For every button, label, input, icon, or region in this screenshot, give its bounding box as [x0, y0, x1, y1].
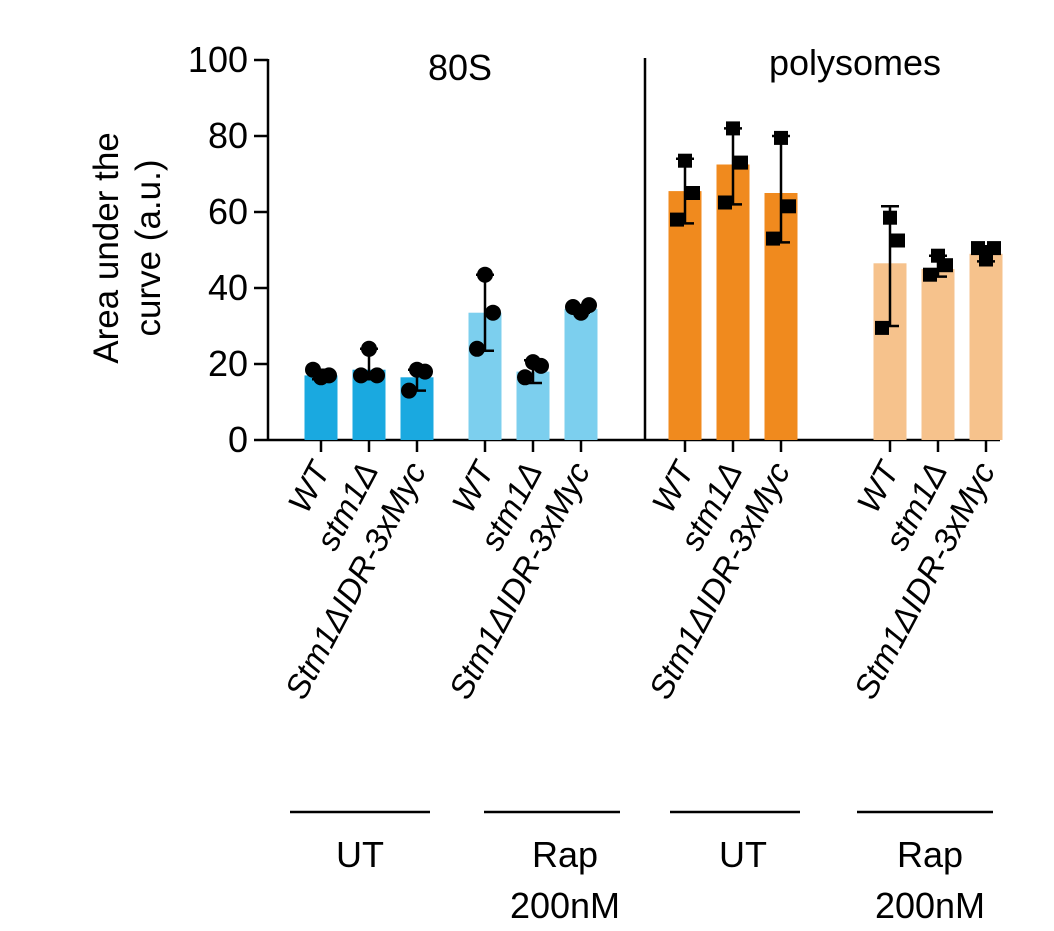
bar	[304, 375, 338, 440]
data-point	[766, 231, 780, 246]
data-point	[718, 195, 732, 210]
data-point	[891, 233, 905, 248]
group-label: UT	[336, 834, 384, 875]
group-label: Rap	[532, 834, 598, 875]
data-point	[774, 130, 788, 145]
bar	[921, 269, 955, 440]
data-point	[979, 252, 993, 267]
y-tick-label: 80	[208, 115, 248, 156]
bar-group	[668, 153, 702, 440]
data-point	[353, 367, 369, 384]
bar-group	[873, 205, 907, 440]
bar	[969, 253, 1003, 440]
y-tick-label: 60	[208, 191, 248, 232]
bar-group	[516, 354, 550, 440]
data-point	[417, 363, 433, 380]
y-axis-label: curve (a.u.)	[129, 160, 168, 337]
bar	[716, 164, 750, 440]
data-point	[321, 367, 337, 384]
data-point	[987, 241, 1001, 256]
bar-group	[468, 266, 502, 440]
bar-group	[764, 130, 798, 440]
group-label: 200nM	[510, 885, 620, 926]
data-point	[533, 357, 549, 374]
bar-group	[400, 361, 434, 440]
y-tick-label: 40	[208, 267, 248, 308]
data-point	[883, 210, 897, 225]
data-point	[971, 241, 985, 256]
panel-title-polysomes: polysomes	[769, 42, 941, 83]
data-point	[361, 340, 377, 357]
bar-group	[304, 361, 338, 440]
bar-group	[352, 340, 386, 440]
group-label: Rap	[897, 834, 963, 875]
bar-group	[969, 241, 1003, 440]
bar-group	[716, 121, 750, 440]
bar-group	[921, 248, 955, 440]
y-tick-label: 20	[208, 343, 248, 384]
data-point	[923, 267, 937, 282]
data-point	[565, 299, 581, 315]
data-point	[726, 121, 740, 136]
data-point	[939, 258, 953, 273]
data-point	[875, 320, 889, 335]
data-point	[477, 266, 493, 283]
y-tick-label: 0	[228, 419, 248, 460]
panel-title-80s: 80S	[428, 47, 492, 88]
data-point	[305, 361, 321, 378]
data-point	[782, 199, 796, 214]
data-point	[581, 297, 597, 314]
y-axis-label: Area under the	[87, 132, 126, 364]
bar	[564, 308, 598, 440]
data-point	[369, 367, 385, 384]
data-point	[686, 186, 700, 200]
data-point	[469, 340, 485, 357]
data-point	[517, 369, 533, 386]
y-tick-label: 100	[188, 39, 248, 80]
group-label: UT	[719, 834, 767, 875]
bar-group	[564, 297, 598, 440]
data-point	[734, 155, 748, 170]
data-point	[670, 212, 684, 227]
data-point	[401, 382, 417, 399]
data-point	[678, 153, 692, 168]
data-point	[485, 304, 501, 321]
bar	[668, 191, 702, 440]
group-label: 200nM	[875, 885, 985, 926]
